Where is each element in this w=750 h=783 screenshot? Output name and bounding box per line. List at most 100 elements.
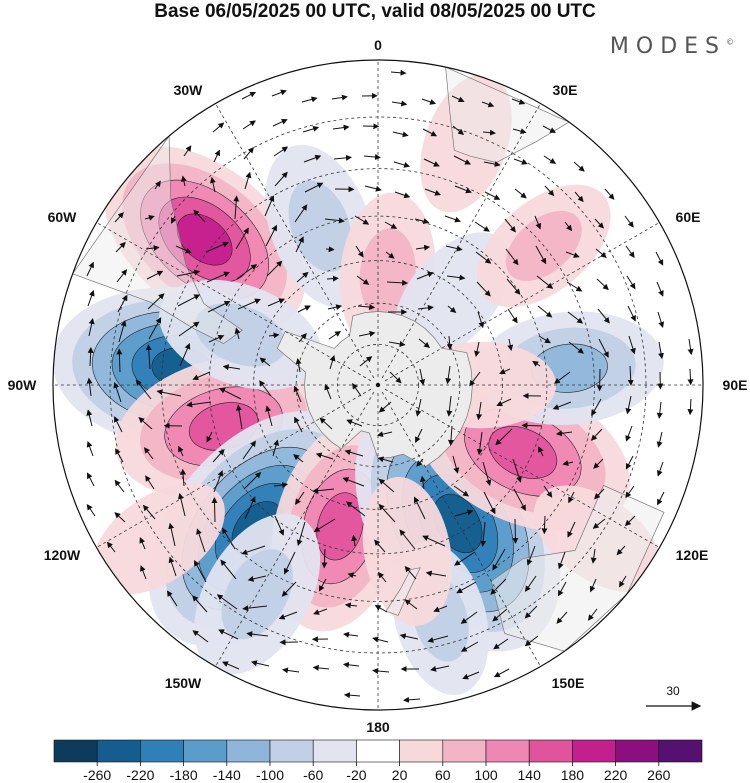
wind-arrow [403,696,421,703]
label-150w: 150W [165,675,202,691]
wind-arrow [657,311,665,328]
label-30w: 30W [174,82,204,98]
colorbar-tick-label: 220 [604,767,628,783]
wind-arrow [512,128,527,135]
label-180: 180 [366,719,390,735]
wind-arrow [278,611,298,620]
wind-arrow [421,98,437,105]
wind-arrow [573,161,585,172]
wind-arrow [296,271,309,283]
wind-arrow [413,496,426,520]
wind-arrow [544,185,555,197]
wind-arrow [495,428,513,446]
colorbar-tick-label: 20 [392,767,408,783]
meridian [384,222,660,382]
wind-arrow [181,175,187,187]
wind-arrow [242,605,268,612]
wind-arrow [687,338,694,356]
colorbar-swatch [658,739,703,763]
wind-arrow [625,455,634,470]
wind-arrow [175,245,192,254]
wind-arrow [268,332,280,339]
wind-arrow [313,608,328,615]
wind-arrow [325,246,335,253]
wind-arrow [474,341,480,357]
wind-arrow [222,364,241,371]
wind-arrow [358,330,376,337]
wind-arrow [452,455,460,474]
wind-arrow [656,461,664,477]
colorbar-swatch [442,739,487,763]
wind-arrow [452,125,465,136]
colorbar-tick-label: 260 [647,767,671,783]
wind-arrow [499,368,511,375]
wind-arrow [656,281,664,297]
wind-arrow [296,521,306,546]
wind-arrow [363,154,381,161]
wind-arrow [507,308,518,324]
wind-arrow [378,401,392,413]
colorbar-swatch [399,739,444,763]
wind-arrow [86,440,94,457]
wind-arrow [295,236,304,253]
wind-arrow [177,294,201,307]
wind-arrow [444,215,461,223]
wind-arrow [626,275,636,290]
label-30e: 30E [553,82,578,98]
wind-arrow [492,608,508,622]
wind-arrow [352,382,362,397]
wind-arrow [332,124,350,131]
wind-arrow [324,217,345,224]
colorbar-swatch [528,739,573,763]
wind-arrow [419,475,426,490]
wind-arrow [294,204,308,223]
wind-arrow [139,536,146,550]
wind-arrow [415,398,422,417]
wind-arrow [147,293,165,310]
wind-arrow [624,215,634,228]
wind-arrow [343,692,361,699]
wind-arrow [538,446,544,457]
wind-arrow [596,278,609,291]
wind-arrow [604,188,615,200]
wind-arrow [374,605,388,613]
wind-arrow [521,422,543,429]
colorbar: -260 -220 -180 -140 -100 -60 -20 20 60 100 140 180 2… [53,739,703,783]
wind-arrow [193,209,206,223]
colorbar-swatch [485,739,530,763]
wind-arrow [359,356,373,367]
wind-arrow [384,221,398,229]
wind-arrow [454,185,472,194]
wind-arrow [451,95,465,103]
wind-arrow [192,630,209,643]
wind-arrow [293,385,302,403]
wind-arrow [446,274,466,281]
colorbar-swatch [356,739,400,763]
wind-arrow [425,570,447,577]
wind-arrow [355,245,364,258]
colorbar-tick-label: -140 [213,767,241,783]
wind-arrow [114,212,124,223]
wind-arrow [460,641,479,652]
wind-arrow [566,281,583,292]
wind-arrow [326,275,339,282]
south-pole-dot [375,382,381,388]
wind-arrow [392,131,409,138]
label-90w: 90W [8,377,38,393]
wind-arrow [177,492,186,517]
wind-arrow [378,503,396,523]
meridian [96,222,372,382]
wind-arrow [424,188,441,196]
wind-arrow [304,182,324,193]
anomaly-blob [420,74,512,213]
wind-arrow [209,176,216,193]
wind-arrow [543,485,553,498]
wind-arrow [243,471,262,490]
wind-arrow [357,304,376,311]
wind-arrow [282,667,300,674]
reference-vector: 30 [646,684,702,711]
wind-arrow [113,381,122,403]
wind-arrow [117,294,128,313]
wind-arrow [272,119,288,127]
wind-arrow [590,548,597,564]
